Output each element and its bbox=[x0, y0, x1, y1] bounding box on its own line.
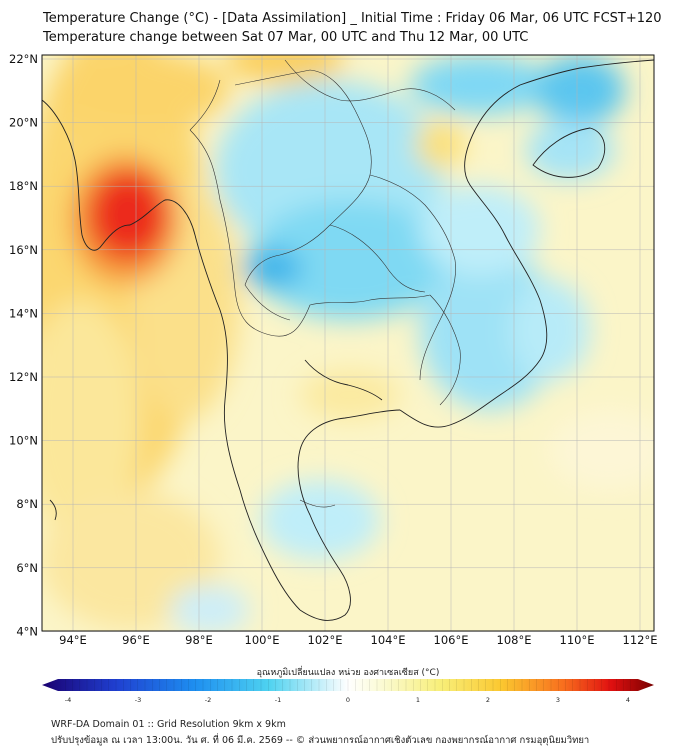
colorbar-tick-label: -3 bbox=[135, 696, 141, 704]
map-subtitle: Temperature change between Sat 07 Mar, 0… bbox=[43, 30, 529, 45]
lon-tick-label: 98°E bbox=[185, 633, 213, 647]
colorbar-tick-label: -2 bbox=[205, 696, 211, 704]
lon-tick-label: 112°E bbox=[623, 633, 658, 647]
lon-tick-label: 100°E bbox=[245, 633, 280, 647]
longitude-axis: 94°E 96°E 98°E 100°E 102°E 104°E 106°E 108°E 110… bbox=[59, 633, 657, 647]
colorbar-tick-label: 2 bbox=[486, 696, 490, 704]
lat-tick-label: 16°N bbox=[9, 243, 38, 257]
lat-tick-label: 4°N bbox=[16, 624, 38, 638]
coastlines bbox=[42, 59, 654, 621]
lat-tick-label: 8°N bbox=[16, 497, 38, 511]
lat-tick-label: 6°N bbox=[16, 561, 38, 575]
graticule bbox=[42, 55, 654, 632]
temperature-change-map: 22°N 20°N 18°N 16°N 14°N 12°N 10°N 8°N 6°N 4°N 94… bbox=[9, 52, 657, 704]
lon-tick-label: 104°E bbox=[371, 633, 406, 647]
colorbar-tick-label: -1 bbox=[275, 696, 281, 704]
country-borders bbox=[189, 59, 461, 508]
colorbar-tick-label: -4 bbox=[65, 696, 71, 704]
lat-tick-label: 12°N bbox=[9, 370, 38, 384]
temperature-field bbox=[42, 55, 654, 631]
footer-model-info: WRF-DA Domain 01 :: Grid Resolution 9km … bbox=[51, 719, 286, 730]
footer-update-info: ปรับปรุงข้อมูล ณ เวลา 13:00น. วัน ศ. ที่… bbox=[51, 735, 590, 746]
lon-tick-label: 94°E bbox=[59, 633, 87, 647]
colorbar-tick-label: 3 bbox=[556, 696, 560, 704]
lat-tick-label: 22°N bbox=[9, 52, 38, 66]
lat-tick-label: 18°N bbox=[9, 179, 38, 193]
colorbar-tick-label: 0 bbox=[346, 696, 350, 704]
lat-tick-label: 20°N bbox=[9, 116, 38, 130]
latitude-axis: 22°N 20°N 18°N 16°N 14°N 12°N 10°N 8°N 6°N 4°N bbox=[9, 52, 38, 638]
lon-tick-label: 102°E bbox=[308, 633, 343, 647]
lat-tick-label: 10°N bbox=[9, 434, 38, 448]
lon-tick-label: 110°E bbox=[560, 633, 595, 647]
lon-tick-label: 96°E bbox=[122, 633, 150, 647]
lon-tick-label: 106°E bbox=[434, 633, 469, 647]
colorbar bbox=[42, 679, 654, 691]
colorbar-title: อุณหภูมิเปลี่ยนแปลง หน่วย องศาเซลเซียส (… bbox=[257, 665, 440, 678]
lat-tick-label: 14°N bbox=[9, 306, 38, 320]
map-title: Temperature Change (°C) - [Data Assimila… bbox=[43, 11, 662, 26]
colorbar-tick-label: 4 bbox=[626, 696, 630, 704]
lon-tick-label: 108°E bbox=[497, 633, 532, 647]
colorbar-ticks: -4 -3 -2 -1 0 1 2 3 4 bbox=[65, 696, 630, 704]
map-frame bbox=[41, 54, 655, 632]
colorbar-tick-label: 1 bbox=[416, 696, 420, 704]
